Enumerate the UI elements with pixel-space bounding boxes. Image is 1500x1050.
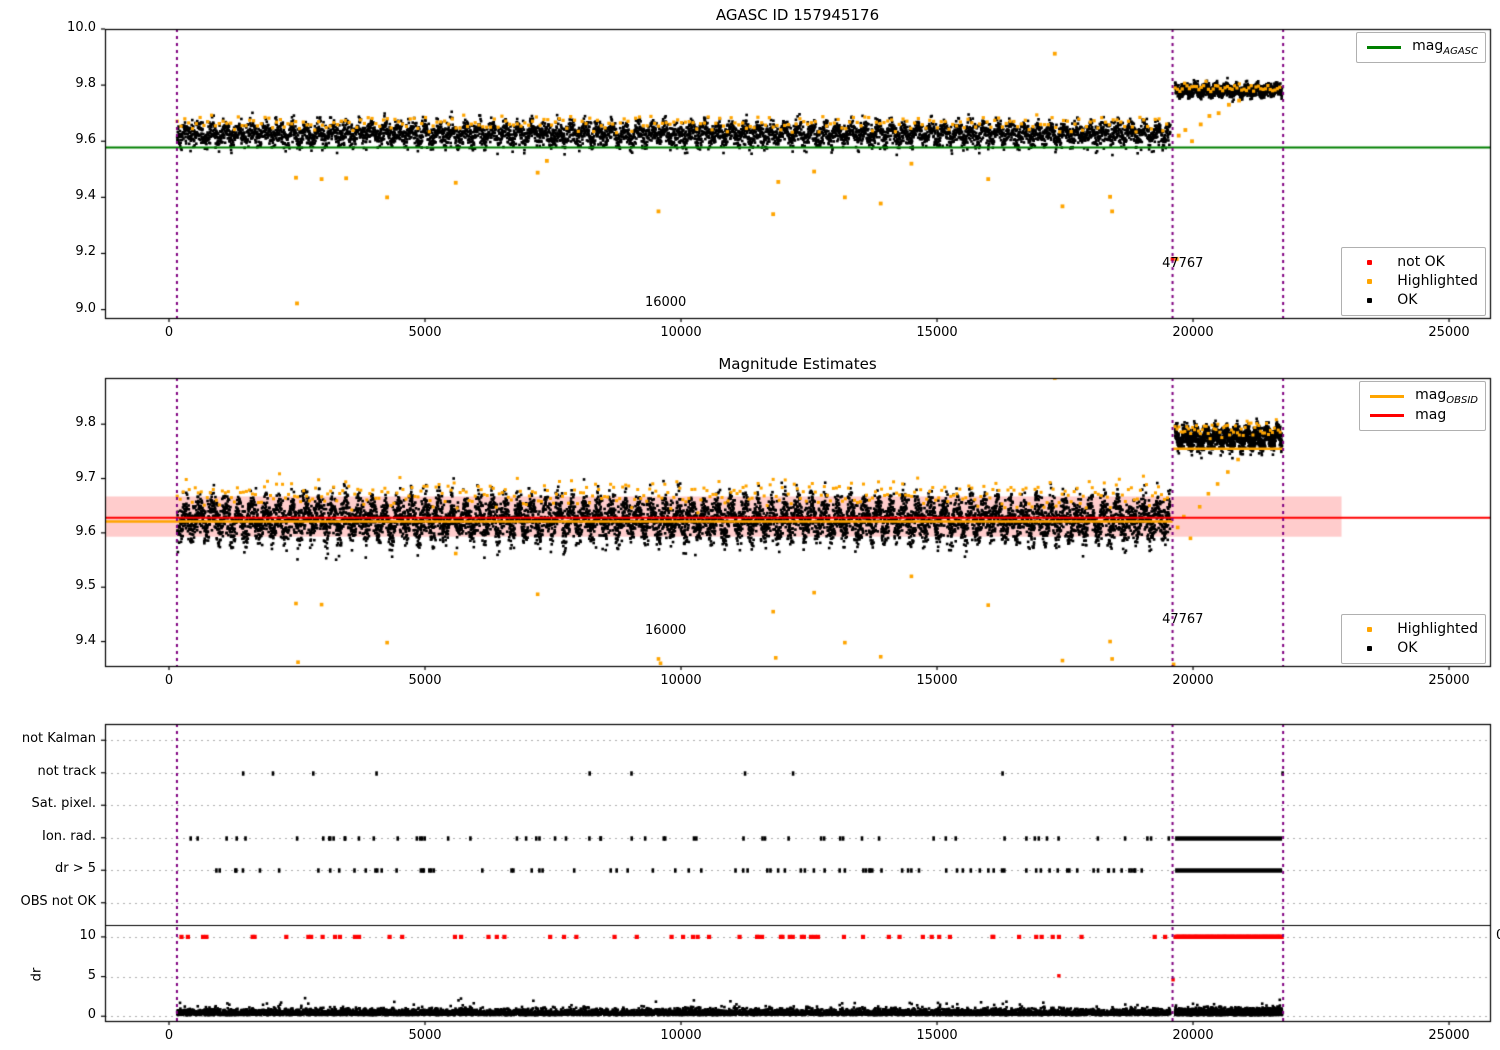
obsid-annotation: 47767 xyxy=(1162,612,1204,628)
legend-lower-right: Highlighted OK xyxy=(1341,614,1486,664)
dr-tick-label: 10 xyxy=(79,927,96,943)
x-tick-label: 10000 xyxy=(660,325,702,340)
legend-dot-swatch xyxy=(1349,298,1389,303)
y-tick-label: 9.4 xyxy=(75,632,96,648)
legend-label: magAGASC xyxy=(1412,37,1478,57)
legend-label: magOBSID xyxy=(1415,386,1478,406)
dr-axis-label: dr xyxy=(29,967,45,981)
flag-row-label: not Kalman xyxy=(21,731,96,747)
obsid-annotation: 16000 xyxy=(644,294,687,310)
legend-label: not OK xyxy=(1397,254,1445,271)
legend-upper-right: magAGASC xyxy=(1356,32,1486,63)
x-tick-label: 25000 xyxy=(1428,673,1470,688)
obsid-annotation: 16000 xyxy=(644,622,687,638)
dr-tick-label: 5 xyxy=(87,967,96,983)
legend-label: Highlighted xyxy=(1397,273,1478,290)
legend-entry[interactable]: Highlighted xyxy=(1349,620,1478,639)
y-tick-label: 9.8 xyxy=(75,76,96,92)
legend-dot-swatch xyxy=(1349,627,1389,632)
legend-upper-right: magOBSID mag xyxy=(1359,381,1486,431)
legend-line-swatch xyxy=(1364,46,1404,49)
dr-tick-label: 0 xyxy=(87,1007,96,1023)
y-tick-label: 9.0 xyxy=(75,300,96,316)
flag-row-label: Ion. rad. xyxy=(42,828,96,844)
panel-title: Magnitude Estimates xyxy=(718,355,877,373)
x-tick-label: 5000 xyxy=(408,673,442,688)
legend-label: mag xyxy=(1415,407,1447,424)
dr-right-tick-label: 0 xyxy=(1496,928,1500,943)
x-tick-label: 20000 xyxy=(1172,325,1214,340)
obsid-annotation: 47767 xyxy=(1162,255,1204,271)
x-tick-label: 0 xyxy=(164,325,174,340)
x-tick-label: 5000 xyxy=(408,325,442,340)
legend-entry[interactable]: magOBSID xyxy=(1367,387,1478,406)
legend-label: Highlighted xyxy=(1397,621,1478,638)
legend-entry[interactable]: not OK xyxy=(1349,253,1478,272)
legend-lower-right: not OK Highlighted OK xyxy=(1341,247,1486,316)
legend-dot-swatch xyxy=(1349,279,1389,284)
legend-line-swatch xyxy=(1367,395,1407,398)
flag-row-label: OBS not OK xyxy=(20,893,97,909)
y-tick-label: 9.8 xyxy=(75,415,96,431)
legend-dot-swatch xyxy=(1349,260,1389,265)
x-tick-label: 20000 xyxy=(1172,673,1214,688)
x-tick-label: 25000 xyxy=(1428,1028,1470,1043)
y-tick-label: 9.6 xyxy=(75,132,96,148)
legend-label: OK xyxy=(1397,292,1418,309)
y-tick-label: 9.7 xyxy=(75,469,96,485)
legend-label: OK xyxy=(1397,640,1418,657)
flag-row-label: Sat. pixel. xyxy=(31,796,96,812)
y-tick-label: 9.6 xyxy=(75,523,96,539)
x-tick-label: 0 xyxy=(164,673,174,688)
legend-entry[interactable]: mag xyxy=(1367,406,1478,425)
x-tick-label: 10000 xyxy=(660,1028,702,1043)
flag-row-label: dr > 5 xyxy=(54,861,96,877)
x-tick-label: 20000 xyxy=(1172,1028,1214,1043)
y-tick-label: 9.4 xyxy=(75,188,96,204)
x-tick-label: 15000 xyxy=(916,673,958,688)
x-tick-label: 15000 xyxy=(916,1028,958,1043)
x-tick-label: 25000 xyxy=(1428,325,1470,340)
legend-line-swatch xyxy=(1367,414,1407,417)
legend-entry[interactable]: OK xyxy=(1349,639,1478,658)
flag-row-label: not track xyxy=(37,763,96,779)
x-tick-label: 5000 xyxy=(408,1028,442,1043)
y-tick-label: 10.0 xyxy=(67,20,96,35)
y-tick-label: 9.2 xyxy=(75,244,96,260)
legend-entry[interactable]: magAGASC xyxy=(1364,38,1478,57)
panel-title: AGASC ID 157945176 xyxy=(715,6,880,24)
x-tick-label: 10000 xyxy=(660,673,702,688)
x-tick-label: 15000 xyxy=(916,325,958,340)
x-tick-label: 0 xyxy=(164,1028,174,1043)
legend-entry[interactable]: Highlighted xyxy=(1349,272,1478,291)
y-tick-label: 9.5 xyxy=(75,578,96,594)
legend-dot-swatch xyxy=(1349,646,1389,651)
legend-entry[interactable]: OK xyxy=(1349,291,1478,310)
